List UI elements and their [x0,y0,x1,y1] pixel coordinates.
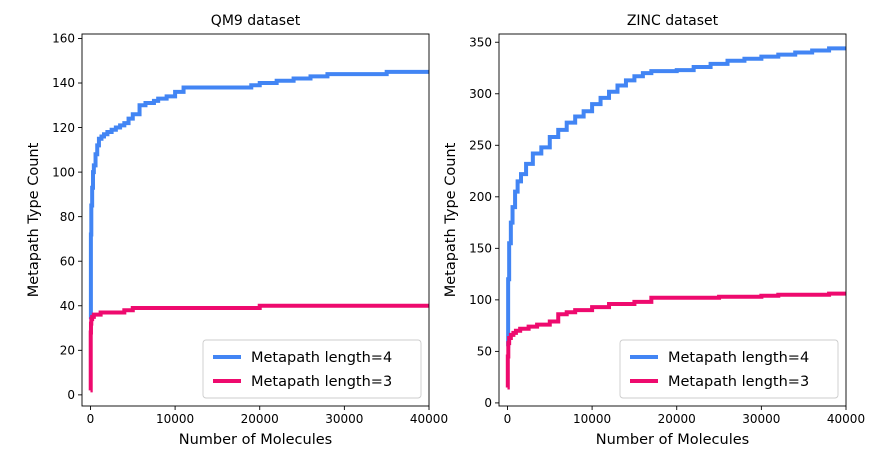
y-tick-label: 300 [469,87,492,101]
y-tick-label: 140 [52,76,75,90]
series-line-length-4 [88,69,429,322]
series-group [88,69,429,393]
chart-title: QM9 dataset [211,13,301,29]
series-line-length-4 [506,46,846,349]
x-axis-label: Number of Molecules [179,432,332,448]
y-tick-label: 20 [60,344,75,358]
legend: Metapath length=4 Metapath length=3 [202,339,422,399]
legend-label: Metapath length=3 [668,374,809,390]
legend-box [202,339,422,399]
y-tick-label: 40 [60,299,75,313]
legend: Metapath length=4 Metapath length=3 [619,339,839,399]
y-tick-label: 60 [60,254,75,268]
series-line-length-3 [88,303,429,393]
x-tick-label: 30000 [325,412,363,426]
axes-frame [498,33,847,407]
y-tick-label: 120 [52,121,75,135]
y-tick-label: 50 [477,345,492,359]
y-axis-label: Metapath Type Count [26,142,42,297]
y-tick-label: 0 [67,388,75,402]
x-tick-label: 30000 [742,412,780,426]
y-axis-label: Metapath Type Count [443,142,459,297]
chart-title: ZINC dataset [627,13,719,29]
y-tick-label: 250 [469,138,492,152]
y-tick-label: 200 [469,190,492,204]
y-tick-label: 100 [469,293,492,307]
chart-panel-qm9: 0 10000 20000 30000 40000 0 20 40 60 80 100 120 140 1… [26,13,448,448]
y-tick-label: 80 [60,210,75,224]
legend-label: Metapath length=4 [668,350,809,366]
x-tick-label: 20000 [241,412,279,426]
x-axis-label: Number of Molecules [596,432,749,448]
x-tick-label: 10000 [573,412,611,426]
y-tick-label: 150 [469,242,492,256]
x-tick-label: 40000 [410,412,448,426]
series-line-length-3 [505,291,846,390]
legend-label: Metapath length=4 [251,350,392,366]
y-tick-label: 160 [52,32,75,46]
x-tick-label: 0 [87,412,95,426]
series-group [505,46,846,390]
legend-label: Metapath length=3 [251,374,392,390]
x-tick-label: 20000 [658,412,696,426]
x-tick-label: 10000 [156,412,194,426]
chart-panel-zinc: 0 10000 20000 30000 40000 0 50 100 150 200 250 300 3… [443,13,865,448]
y-tick-label: 0 [484,396,492,410]
y-tick-label: 100 [52,165,75,179]
axes-frame [81,33,430,407]
legend-box [619,339,839,399]
y-tick-label: 350 [469,35,492,49]
x-tick-label: 0 [504,412,512,426]
x-tick-label: 40000 [827,412,865,426]
